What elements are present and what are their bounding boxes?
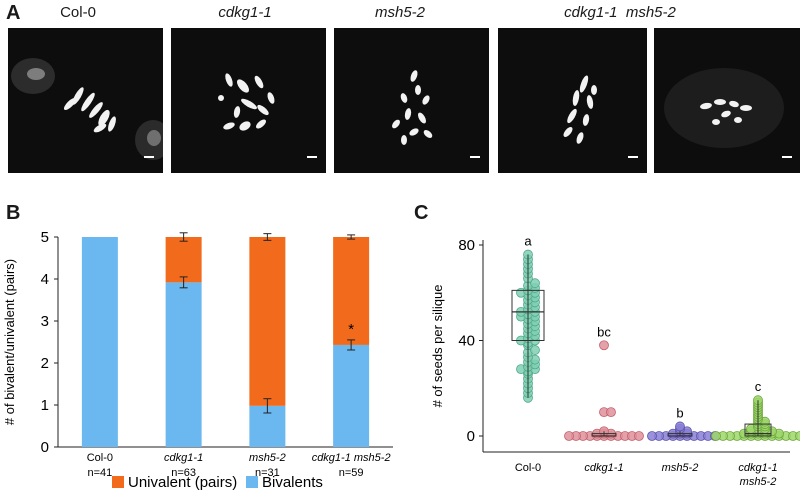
bar-univalent: [333, 237, 370, 345]
group-letter: b: [676, 405, 683, 420]
data-point: [564, 431, 574, 441]
x-tick-label: msh5-2: [740, 476, 777, 488]
y-axis-title: # of bivalent/univalent (pairs): [2, 259, 17, 425]
bar-univalent: [165, 237, 202, 283]
y-axis-title: # of seeds per silique: [430, 285, 445, 408]
data-point: [675, 421, 685, 432]
data-point: [647, 431, 657, 441]
x-tick-label: Col-0: [515, 462, 541, 474]
label-cdkg1: cdkg1-1: [218, 4, 272, 21]
label-double-mutant: cdkg1-1 msh5-2: [564, 4, 676, 21]
micrograph-double-2: [654, 28, 800, 173]
x-count-label: n=59: [339, 467, 364, 479]
x-count-label: n=31: [255, 467, 280, 479]
data-point: [530, 278, 540, 289]
data-point: [530, 345, 540, 355]
y-tick-label: 4: [41, 271, 49, 288]
data-point: [711, 431, 721, 441]
data-point: [795, 431, 800, 441]
bar-univalent: [249, 237, 286, 406]
y-tick-label: 40: [458, 333, 475, 350]
y-tick-label: 0: [467, 428, 475, 445]
scale-bar: [782, 156, 792, 158]
significance-marker: *: [348, 321, 354, 338]
panel-a-letter: A: [6, 2, 21, 24]
legend-label-univalent: Univalent (pairs): [128, 474, 237, 491]
x-count-label: n=41: [87, 467, 112, 479]
data-point: [599, 340, 609, 351]
group-letter: c: [755, 379, 762, 394]
data-point: [634, 431, 644, 441]
legend-swatch-univalent: [112, 476, 124, 488]
y-tick-label: 0: [41, 439, 49, 456]
x-tick-label: cdkg1-1: [738, 462, 777, 474]
micrograph-col0: [8, 28, 163, 173]
scale-bar: [307, 156, 317, 158]
panel-b-letter: B: [6, 202, 21, 224]
y-tick-label: 1: [41, 397, 49, 414]
scale-bar: [144, 156, 154, 158]
x-tick-label: msh5-2: [662, 462, 699, 474]
x-tick-label: msh5-2: [249, 452, 286, 464]
box: [744, 423, 772, 437]
scale-bar: [628, 156, 638, 158]
label-msh5: msh5-2: [374, 4, 426, 21]
x-tick-label: Col-0: [87, 452, 113, 464]
bar-bivalent: [333, 344, 370, 447]
box: [511, 289, 545, 342]
x-tick-label: cdkg1-1 msh5-2: [312, 452, 391, 464]
x-tick-label: cdkg1-1: [584, 462, 623, 474]
bar-bivalent: [165, 282, 202, 447]
group-letter: a: [524, 234, 532, 249]
micrograph-msh5: [334, 28, 489, 173]
y-tick-label: 5: [41, 229, 49, 246]
y-tick-label: 80: [458, 237, 475, 254]
y-tick-label: 3: [41, 313, 49, 330]
legend-label-bivalent: Bivalents: [262, 474, 323, 491]
scale-bar: [470, 156, 480, 158]
data-point: [606, 407, 616, 418]
group-letter: bc: [597, 324, 611, 339]
legend-swatch-bivalent: [246, 476, 258, 488]
chart-b-stacked-bar: 0 1 2 3 4 5 # of bivalent/univalent (pairs) Col…: [2, 229, 393, 491]
micrograph-double-1: [498, 28, 647, 173]
x-count-label: n=63: [171, 467, 196, 479]
panel-c-letter: C: [414, 202, 429, 224]
micrograph-cdkg1: [171, 28, 326, 173]
x-tick-label: cdkg1-1: [164, 452, 203, 464]
bar-bivalent: [81, 237, 118, 447]
label-col0: Col-0: [60, 4, 96, 21]
y-tick-label: 2: [41, 355, 49, 372]
